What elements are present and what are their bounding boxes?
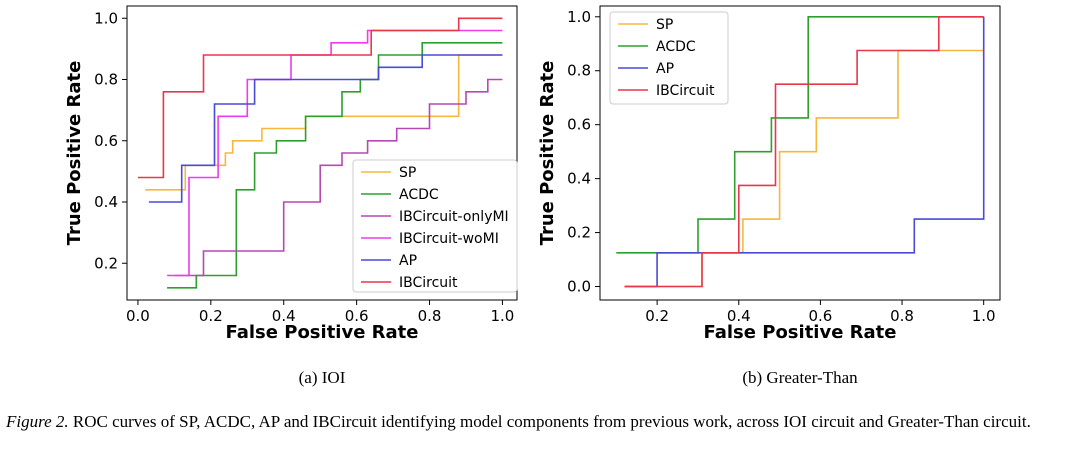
x-tick-label: 0.2 — [645, 307, 669, 325]
plot-frame — [599, 5, 1001, 301]
series-line-ibcircuit — [624, 15, 984, 288]
x-tick-label: 0.2 — [199, 307, 223, 325]
series-line-ibcircuit-onlymi — [174, 78, 503, 277]
legend: SP ACDC AP IBCircuit — [609, 11, 729, 105]
legend-label: IBCircuit-woMI — [399, 231, 499, 247]
subcaption-greater-than: (b) Greater-Than — [742, 368, 858, 387]
y-tick-label: 0.8 — [94, 71, 118, 89]
y-tick-label: 0.6 — [567, 116, 591, 134]
y-tick-label: 0.2 — [94, 254, 118, 272]
legend-label: ACDC — [656, 39, 696, 55]
legend-label: AP — [656, 61, 674, 77]
legend-box — [609, 11, 729, 105]
plot-frame — [126, 5, 518, 301]
y-tick-label: 0.4 — [567, 170, 591, 188]
y-tick-label: 1.0 — [567, 8, 591, 26]
x-tick-label: 1.0 — [490, 307, 514, 325]
y-tick-label: 0.6 — [94, 132, 118, 150]
series-group — [137, 17, 503, 289]
y-tick-label: 0.0 — [567, 278, 591, 296]
x-tick-label: 0.8 — [418, 307, 442, 325]
y-tick-label: 1.0 — [94, 9, 118, 27]
x-tick-label: 0.8 — [890, 307, 914, 325]
series-line-ap — [148, 54, 503, 203]
y-tick-label: 0.8 — [567, 62, 591, 80]
legend-label: AP — [399, 253, 417, 269]
x-axis-label: False Positive Rate — [704, 322, 897, 343]
y-tick-label: 0.4 — [94, 193, 118, 211]
y-tick-label: 0.2 — [567, 224, 591, 242]
x-tick-label: 0.6 — [808, 307, 832, 325]
chart-ioi: 0.0 0.2 0.4 0.6 0.8 1.0 0.2 0.4 0.6 0.8 1.0 False P… — [64, 5, 518, 343]
legend-label: IBCircuit — [656, 83, 715, 99]
x-tick-label: 0.0 — [126, 307, 150, 325]
figure-caption-text: ROC curves of SP, ACDC, AP and IBCircuit… — [72, 412, 1031, 431]
figure-caption-label: Figure 2. — [6, 412, 69, 431]
x-tick-label: 0.4 — [727, 307, 751, 325]
x-tick-label: 0.6 — [345, 307, 369, 325]
legend-label: ACDC — [399, 187, 439, 203]
legend-label: SP — [399, 165, 416, 181]
x-axis-label: False Positive Rate — [226, 322, 419, 343]
subcaption-ioi: (a) IOI — [298, 368, 346, 387]
legend-label: IBCircuit — [399, 275, 458, 291]
figure-caption: Figure 2. ROC curves of SP, ACDC, AP and… — [6, 411, 1074, 433]
legend-label: SP — [656, 17, 673, 33]
series-line-acdc — [167, 41, 503, 289]
series-line-ibcircuit — [137, 17, 503, 179]
series-line-acdc — [616, 15, 984, 254]
y-axis-label: True Positive Rate — [537, 61, 558, 246]
legend: SP ACDC IBCircuit-onlyMI IBCircuit-woMI AP IB… — [352, 159, 518, 293]
x-tick-label: 1.0 — [972, 307, 996, 325]
chart-greater-than: 0.2 0.4 0.6 0.8 1.0 0.0 0.2 0.4 0.6 0.8 1.0 False P… — [537, 5, 1001, 343]
series-group — [616, 15, 985, 288]
y-axis-label: True Positive Rate — [64, 61, 85, 246]
legend-box — [352, 159, 518, 293]
x-tick-label: 0.4 — [272, 307, 296, 325]
legend-label: IBCircuit-onlyMI — [399, 209, 509, 225]
